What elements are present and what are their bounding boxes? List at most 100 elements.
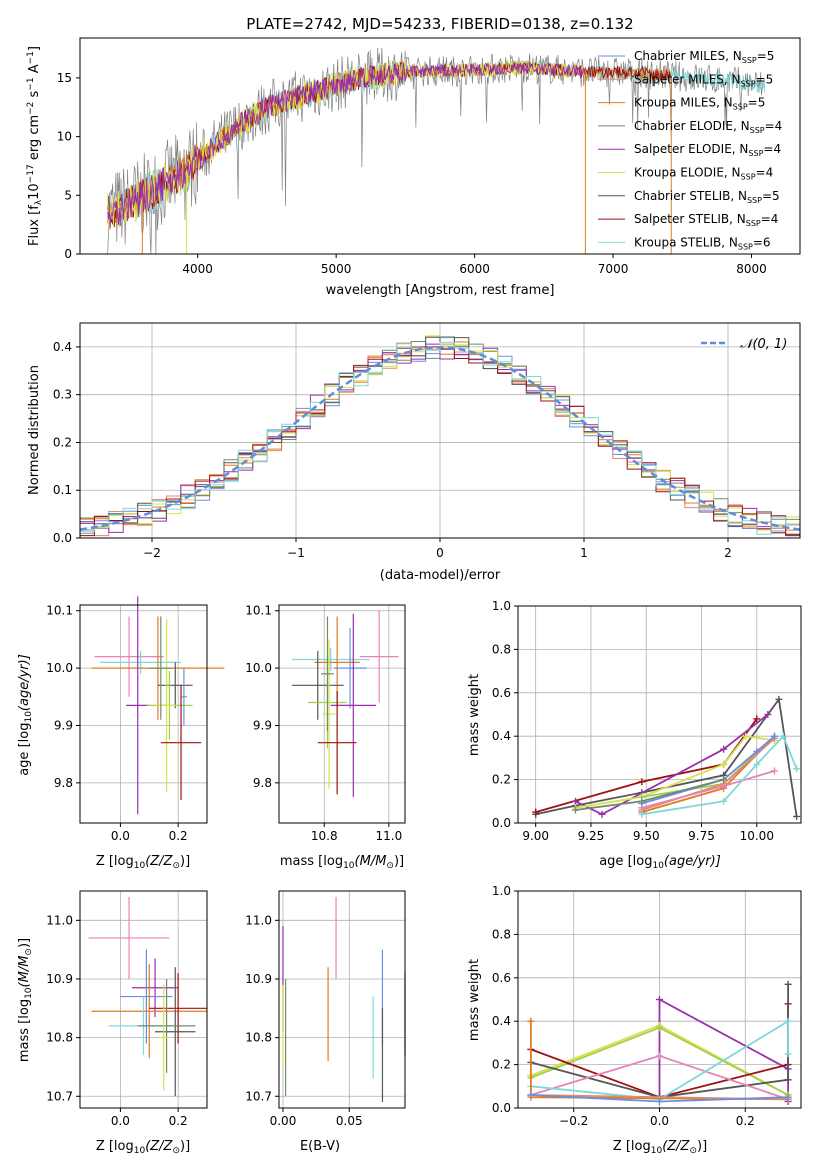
spectrum-xlabel: wavelength [Angstrom, rest frame] [326,283,555,298]
y-tick-label: 9.9 [253,718,272,732]
axes-frame [517,605,802,824]
y-tick-label: 0.6 [492,686,511,700]
residual-histograms [79,335,801,537]
y-tick-label: 10.7 [245,1089,272,1103]
weight-series [535,718,758,813]
age-vs-z-panel: 0.0 0.2 9.8 9.9 10.0 10.1 Z [log10(Z/Z⊙)] age… [17,596,225,871]
weight-series [530,1019,789,1101]
y-tick-label: 9.8 [54,776,73,790]
y-tick-label: 0.8 [492,642,511,656]
x-tick-label: 6000 [459,262,490,276]
y-tick-label: 10.0 [46,661,73,675]
axes-frame [517,890,802,1109]
y-tick-label: 0.8 [492,927,511,941]
legend-label: Chabrier ELODIE, NSSP=4 [634,119,782,135]
mass-vs-ebv-xlabel: E(B-V) [300,1139,340,1154]
x-tick-label: 0.2 [169,1114,188,1128]
legend-label: Kroupa MILES, NSSP=5 [634,96,765,112]
y-tick-label: 0.0 [492,1101,511,1115]
y-tick-label: 0.2 [492,773,511,787]
age-vs-z-plot: 0.0 0.2 9.8 9.9 10.0 10.1 [46,596,225,843]
weight-series [641,735,776,813]
y-tick-label: 10.9 [245,972,272,986]
x-tick-label: −1 [287,546,305,560]
x-tick-label: −0.2 [559,1114,588,1128]
spectrum-line [107,61,586,229]
x-tick-label: 8000 [736,262,767,276]
mass-vs-ebv-plot: 0.00 0.05 10.7 10.8 10.9 11.0 [245,890,406,1128]
weight-series [535,696,798,817]
y-tick-label: 0.0 [492,816,511,830]
y-tick-label: 10.0 [245,661,272,675]
figure-title: PLATE=2742, MJD=54233, FIBERID=0138, z=0… [246,15,633,33]
y-tick-label: 0.4 [53,340,72,354]
weight-vs-z-ylabel: mass weight [467,959,482,1041]
x-tick-label: 7000 [598,262,629,276]
x-tick-label: 4000 [182,262,213,276]
y-tick-label: 0 [64,247,72,261]
age-vs-z-xlabel: Z [log10(Z/Z⊙)] [96,854,190,871]
mass-vs-ebv-panel: 0.00 0.05 10.7 10.8 10.9 11.0 E(B-V) [245,890,406,1154]
y-tick-label: 0.3 [53,388,72,402]
x-tick-label: 5000 [321,262,352,276]
y-tick-label: 9.9 [54,718,73,732]
legend-label: Chabrier STELIB, NSSP=5 [634,189,780,205]
residual-histogram [80,343,800,536]
y-tick-label: 10 [57,130,72,144]
mass-ylabel: mass [log10(M/M⊙)] [17,938,34,1062]
residual-panel: −2 −1 0 1 2 0.0 0.1 0.2 0.3 0.4 𝒩(0, 1) (data-mod… [27,322,801,583]
x-tick-label: 0.0 [650,1114,669,1128]
weight-vs-z-panel: −0.2 0.0 0.2 0.0 0.2 0.4 0.6 0.8 1.0 Z [log10(Z/… [467,884,802,1156]
y-tick-label: 0.6 [492,971,511,985]
age-vs-mass-xlabel: mass [log10(M/M⊙)] [280,854,404,871]
x-tick-label: 9.25 [578,829,605,843]
y-tick-label: 9.8 [253,776,272,790]
y-tick-label: 0.4 [492,1014,511,1028]
age-vs-mass-panel: 10.8 11.0 9.8 9.9 10.0 10.1 mass [log10(M/M⊙)… [245,604,406,871]
y-tick-label: 10.1 [46,604,73,618]
residual-ylabel: Normed distribution [27,365,42,495]
weight-vs-age-panel: 9.00 9.25 9.50 9.75 10.000.00.20.40.60.81.0 … [467,599,802,871]
x-tick-label: 2 [724,546,732,560]
age-ylabel: age [log10(age/yr)] [17,654,34,776]
residual-histogram [80,336,800,537]
x-tick-label: 0.2 [169,829,188,843]
x-tick-label: 11.0 [375,829,402,843]
age-vs-mass-plot: 10.8 11.0 9.8 9.9 10.0 10.1 [245,604,406,843]
y-tick-label: 5 [64,188,72,202]
residual-axes: −2 −1 0 1 2 0.0 0.1 0.2 0.3 0.4 [53,340,732,560]
y-tick-label: 10.9 [46,972,73,986]
weight-vs-age-xlabel: age [log10(age/yr)] [599,854,721,871]
y-tick-label: 10.7 [46,1089,73,1103]
mass-vs-z-xlabel: Z [log10(Z/Z⊙)] [96,1139,190,1156]
spectrum-legend: Chabrier MILES, NSSP=5 Salpeter MILES, NS… [598,49,782,251]
weight-vs-age-plot: 9.00 9.25 9.50 9.75 10.00 0.0 0.2 0.4 0.6 0.8 1.0 [492,599,802,843]
x-tick-label: 9.00 [522,829,549,843]
y-tick-label: 10.8 [245,1031,272,1045]
mass-vs-z-plot: 0.0 0.2 10.7 10.8 10.9 11.0 [46,890,208,1128]
y-tick-label: 10.1 [245,604,272,618]
x-tick-label: 1 [580,546,588,560]
legend-label: Salpeter MILES, NSSP=5 [634,72,773,88]
mass-vs-z-panel: 0.0 0.2 10.7 10.8 10.9 11.0 Z [log10(Z/Z⊙)] m… [17,890,208,1156]
x-tick-label: −2 [143,546,161,560]
x-tick-label: 9.50 [633,829,660,843]
x-tick-label: 0.0 [111,1114,130,1128]
y-tick-label: 0.2 [492,1058,511,1072]
axes-frame [79,604,208,824]
y-tick-label: 11.0 [46,913,73,927]
spectrum-frame [79,37,801,255]
y-tick-label: 15 [57,71,72,85]
spectrum-lines [107,47,766,255]
x-tick-label: 0.2 [736,1114,755,1128]
legend-label: Kroupa ELODIE, NSSP=4 [634,166,773,182]
y-tick-label: 0.2 [53,435,72,449]
weight-vs-z-xlabel: Z [log10(Z/Z⊙)] [613,1139,707,1156]
y-tick-label: 10.8 [46,1031,73,1045]
axes-frame [278,890,406,1109]
weight-vs-age-ylabel: mass weight [467,674,482,756]
legend-label: Salpeter STELIB, NSSP=4 [634,212,778,228]
weight-series [658,997,789,1102]
weight-vs-z-plot: −0.2 0.0 0.2 0.0 0.2 0.4 0.6 0.8 1.0 [492,884,802,1128]
